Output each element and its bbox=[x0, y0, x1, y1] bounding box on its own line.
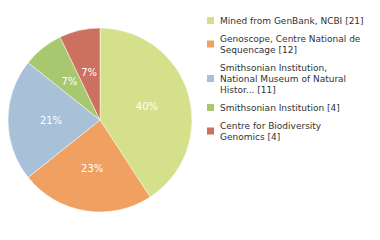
svg-text:23%: 23% bbox=[81, 163, 103, 174]
svg-text:Genoscope, Centre National de: Genoscope, Centre National de bbox=[220, 34, 361, 44]
svg-text:7%: 7% bbox=[62, 76, 78, 87]
svg-text:Smithsonian Institution [4]: Smithsonian Institution [4] bbox=[220, 103, 340, 113]
svg-text:7%: 7% bbox=[81, 67, 97, 78]
svg-text:Mined from GenBank, NCBI [21]: Mined from GenBank, NCBI [21] bbox=[220, 16, 364, 26]
svg-text:Centre for Biodiversity: Centre for Biodiversity bbox=[220, 121, 322, 131]
svg-text:National Museum of Natural: National Museum of Natural bbox=[220, 74, 346, 84]
svg-text:Histor... [11]: Histor... [11] bbox=[220, 85, 276, 95]
svg-text:40%: 40% bbox=[136, 101, 158, 112]
svg-text:Smithsonian Institution,: Smithsonian Institution, bbox=[220, 63, 327, 73]
svg-text:21%: 21% bbox=[40, 115, 62, 126]
svg-text:Genomics [4]: Genomics [4] bbox=[220, 132, 280, 142]
svg-text:Sequencage [12]: Sequencage [12] bbox=[220, 45, 297, 55]
